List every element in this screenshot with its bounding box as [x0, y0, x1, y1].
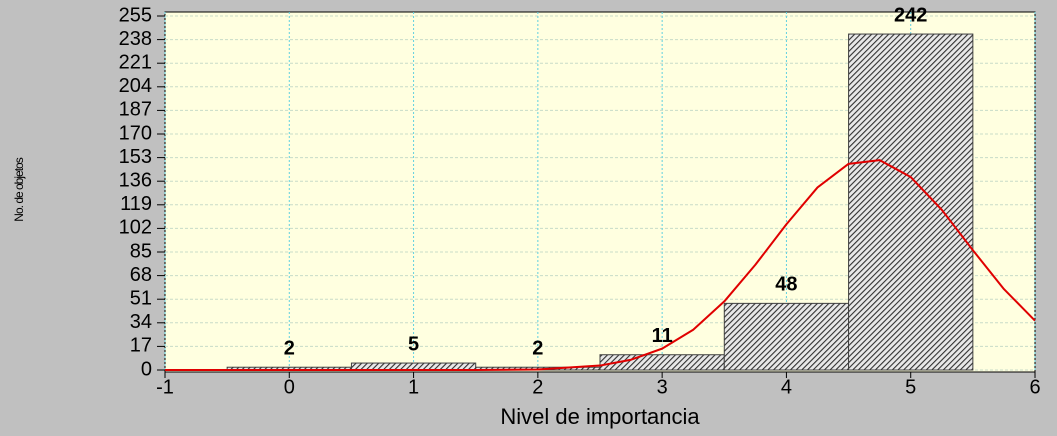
y-tick-label: 153	[119, 146, 152, 168]
x-tick-label: 5	[905, 376, 916, 398]
x-tick-label: 3	[657, 376, 668, 398]
y-tick-label: 204	[119, 75, 152, 97]
y-tick-label: 102	[119, 217, 152, 239]
x-axis-label: Nivel de importancia	[500, 404, 700, 429]
y-tick-label: 0	[141, 358, 152, 380]
x-tick-label: 2	[532, 376, 543, 398]
fit-curve	[165, 159, 1036, 371]
y-tick-label: 170	[119, 122, 152, 144]
y-tick-label: 136	[119, 169, 152, 191]
value-label: 5	[408, 333, 419, 355]
y-axis-label: No. de objetos	[12, 157, 26, 221]
x-tick-label: 4	[781, 376, 792, 398]
value-label: 2	[532, 338, 543, 360]
y-tick-label: 238	[119, 28, 152, 50]
y-tick-label: 51	[130, 287, 152, 309]
y-tick-label: 221	[119, 51, 152, 73]
bar	[350, 362, 477, 371]
y-tick-label: 68	[130, 264, 152, 286]
value-label: 48	[775, 274, 797, 296]
x-tick-label: -1	[156, 376, 174, 398]
value-label: 11	[652, 325, 673, 347]
y-tick-label: 187	[119, 99, 152, 121]
x-tick-label: 6	[1029, 376, 1040, 398]
x-tick-label: 1	[408, 376, 419, 398]
bar	[848, 33, 974, 371]
y-tick-label: 255	[119, 4, 152, 26]
y-tick-label: 85	[130, 240, 152, 262]
y-tick-label: 17	[130, 335, 152, 357]
y-tick-label: 34	[130, 311, 152, 333]
value-label: 2	[284, 338, 295, 360]
y-tick-label: 119	[120, 193, 152, 215]
bar	[723, 302, 850, 371]
value-label: 242	[894, 4, 927, 26]
x-tick-label: 0	[284, 376, 295, 398]
